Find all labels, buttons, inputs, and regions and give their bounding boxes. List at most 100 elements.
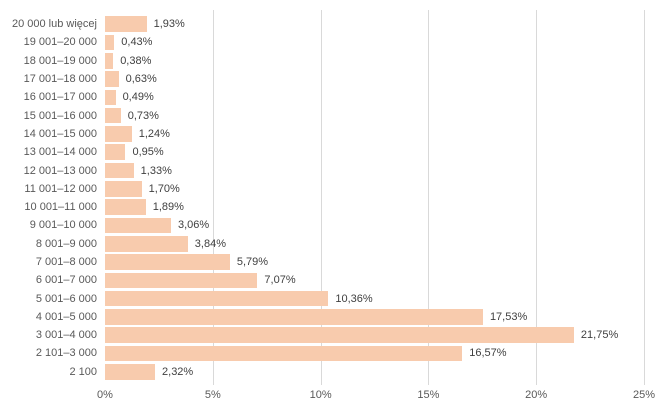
bar-track: 0,43% (105, 34, 644, 51)
bar-track: 0,73% (105, 107, 644, 124)
bar (105, 107, 121, 124)
bar-rows: 20 000 lub więcej 1,93% 19 001–20 000 0,43%… (0, 15, 666, 381)
bar (105, 34, 115, 51)
bar-row: 12 001–13 000 1,33% (0, 161, 666, 179)
bar-track: 1,93% (105, 16, 644, 32)
value-label: 0,73% (127, 109, 159, 122)
value-label: 1,33% (140, 164, 172, 177)
bar-track: 1,33% (105, 162, 644, 179)
bar-row: 16 001–17 000 0,49% (0, 88, 666, 106)
bar-track: 1,24% (105, 126, 644, 142)
bar-track: 17,53% (105, 309, 644, 325)
category-label: 9 001–10 000 (29, 219, 97, 232)
bar (105, 126, 132, 142)
category-label: 2 101–3 000 (35, 347, 97, 360)
bar (105, 162, 134, 179)
value-label: 1,89% (152, 201, 184, 214)
value-label: 3,06% (177, 219, 210, 232)
value-label: 3,84% (194, 237, 226, 250)
x-axis: 0% 5% 10% 15% 20% 25% (97, 389, 655, 403)
category-label: 19 001–20 000 (23, 36, 97, 49)
bar (105, 16, 147, 32)
category-label: 8 001–9 000 (35, 237, 97, 250)
bar-row: 10 001–11 000 1,89% (0, 198, 666, 216)
bar-track: 0,95% (105, 144, 644, 161)
bar-track: 16,57% (105, 345, 644, 362)
bar-track: 1,89% (105, 199, 644, 215)
bar-track: 5,79% (105, 254, 644, 270)
value-label: 16,57% (469, 347, 507, 360)
bar-row: 9 001–10 000 3,06% (0, 216, 666, 234)
bar (105, 89, 116, 106)
bar (105, 309, 483, 325)
bar-row: 13 001–14 000 0,95% (0, 143, 666, 161)
category-label: 11 001–12 000 (24, 182, 97, 195)
category-label: 4 001–5 000 (35, 310, 97, 323)
bar-row: 3 001–4 000 21,75% (0, 326, 666, 344)
category-label: 2 100 (69, 365, 97, 378)
bar (105, 181, 142, 197)
x-axis-tick-label: 0% (97, 389, 113, 401)
value-label: 17,53% (489, 310, 528, 323)
category-label: 20 000 lub więcej (11, 18, 97, 31)
bar-row: 14 001–15 000 1,24% (0, 125, 666, 143)
value-label: 0,63% (125, 73, 157, 86)
bar-row: 2 100 2,32% (0, 363, 666, 381)
bar-row: 17 001–18 000 0,63% (0, 70, 666, 88)
bar-row: 2 101–3 000 16,57% (0, 344, 666, 362)
x-axis-tick-label: 15% (417, 389, 440, 401)
bar-row: 4 001–5 000 17,53% (0, 308, 666, 326)
bar (105, 345, 463, 362)
value-label: 21,75% (580, 329, 619, 342)
bar (105, 363, 156, 380)
bar-row: 5 001–6 000 10,36% (0, 289, 666, 307)
bar (105, 272, 258, 289)
value-label: 0,49% (122, 91, 154, 104)
value-label: 1,70% (148, 182, 180, 195)
category-label: 12 001–13 000 (23, 164, 97, 177)
bar-track: 0,63% (105, 71, 644, 87)
category-label: 15 001–16 000 (23, 109, 97, 122)
category-label: 3 001–4 000 (35, 329, 97, 342)
x-axis-tick-label: 25% (632, 389, 656, 401)
value-label: 10,36% (335, 292, 373, 305)
category-label: 16 001–17 000 (23, 91, 97, 104)
value-label: 0,95% (132, 146, 164, 159)
value-label: 1,93% (153, 18, 185, 31)
bar (105, 290, 329, 307)
bar-row: 19 001–20 000 0,43% (0, 33, 666, 51)
category-label: 18 001–19 000 (23, 54, 97, 67)
bar-row: 8 001–9 000 3,84% (0, 235, 666, 253)
bar-track: 3,06% (105, 217, 644, 234)
bar-track: 2,32% (105, 363, 644, 380)
value-label: 7,07% (264, 274, 296, 287)
x-axis-tick-label: 20% (525, 389, 548, 401)
value-label: 2,32% (162, 365, 194, 378)
value-label: 1,24% (138, 127, 170, 140)
bar-track: 0,49% (105, 89, 644, 106)
bar (105, 52, 114, 69)
bar-track: 3,84% (105, 235, 644, 252)
value-label: 0,38% (120, 54, 152, 67)
bar-track: 0,38% (105, 52, 644, 69)
category-label: 17 001–18 000 (23, 73, 97, 86)
bar (105, 71, 119, 87)
category-label: 6 001–7 000 (35, 274, 97, 287)
x-axis-tick-label: 5% (204, 389, 221, 401)
bar-row: 18 001–19 000 0,38% (0, 52, 666, 70)
bar-row: 7 001–8 000 5,79% (0, 253, 666, 271)
category-label: 5 001–6 000 (35, 292, 97, 305)
bar (105, 144, 126, 161)
bar (105, 327, 574, 343)
bar (105, 254, 230, 270)
bar-row: 15 001–16 000 0,73% (0, 106, 666, 124)
bar-track: 10,36% (105, 290, 644, 307)
bar-row: 6 001–7 000 7,07% (0, 271, 666, 289)
bar-row: 11 001–12 000 1,70% (0, 180, 666, 198)
bar-track: 21,75% (105, 327, 644, 343)
category-label: 14 001–15 000 (23, 127, 97, 140)
value-label: 5,79% (236, 256, 269, 268)
bar (105, 199, 146, 215)
bar-track: 1,70% (105, 181, 644, 197)
